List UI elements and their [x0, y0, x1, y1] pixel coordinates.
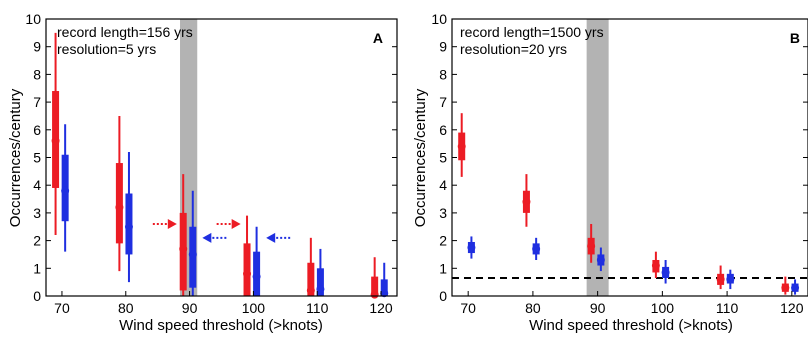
panel-b: 0 1 2 3 4 5 6 7 8 9 10 70 80 90 100 110 120 record lengt… — [412, 11, 808, 334]
panel-b-red-median-point-110 — [716, 275, 725, 284]
panel-a-label: A — [373, 30, 383, 46]
panel-a-x-tick-label-90: 90 — [182, 300, 198, 316]
panel-b-blue-median-point-120 — [791, 283, 800, 292]
panel-a-y-tick-label-10: 10 — [25, 11, 41, 27]
panel-a-annotation-2: resolution=5 yrs — [57, 41, 156, 57]
panel-b-blue-median-point-80 — [532, 244, 541, 253]
panel-b-y-tick-label-2: 2 — [439, 233, 447, 249]
panel-a-blue-median-point-120 — [380, 289, 389, 298]
panel-a-y-tick-label-6: 6 — [33, 122, 41, 138]
panel-b-y-tick-label-4: 4 — [439, 177, 447, 193]
panel-a-y-tick-label-4: 4 — [33, 177, 41, 193]
panel-a-y-tick-label-7: 7 — [33, 94, 41, 110]
panel-a-blue-box-120 — [380, 279, 388, 296]
panel-a-y-tick-label-8: 8 — [33, 66, 41, 82]
panel-b-red-median-point-100 — [651, 261, 660, 270]
panel-a-x-tick-label-70: 70 — [54, 300, 70, 316]
panel-a-x-tick-label-80: 80 — [118, 300, 134, 316]
panel-b-x-tick-label-70: 70 — [460, 300, 476, 316]
panel-a-blue-median-point-90 — [188, 250, 197, 259]
panel-a-red-box-100 — [243, 243, 251, 296]
panel-a-blue-median-point-100 — [252, 272, 261, 281]
panel-b-y-tick-label-7: 7 — [439, 94, 447, 110]
panel-b-y-tick-label-5: 5 — [439, 150, 447, 166]
panel-b-x-tick-label-80: 80 — [525, 300, 541, 316]
panel-b-y-tick-label-6: 6 — [439, 122, 447, 138]
panel-a-blue-arrow-head-4 — [266, 232, 276, 243]
panel-b-y-axis-label: Occurrences/century — [412, 88, 429, 227]
panel-b-y-tick-label-8: 8 — [439, 66, 447, 82]
panel-b-y-tick-label-3: 3 — [439, 205, 447, 221]
panel-b-blue-median-point-100 — [661, 268, 670, 277]
panel-a-red-median-point-120 — [370, 290, 379, 299]
panel-a-y-tick-label-3: 3 — [33, 205, 41, 221]
panel-b-red-median-point-70 — [457, 142, 466, 151]
panel-a-blue-arrow-head-2 — [202, 232, 212, 243]
panel-a-red-median-point-90 — [179, 244, 188, 253]
panel-b-blue-median-point-110 — [726, 275, 735, 284]
panel-a-x-axis-label: Wind speed threshold (>knots) — [119, 317, 323, 334]
panel-b-y-tick-label-9: 9 — [439, 39, 447, 55]
panel-a-red-median-point-70 — [51, 136, 60, 145]
panel-b-x-tick-label-120: 120 — [780, 300, 804, 316]
panel-a-axes-frame — [45, 18, 398, 297]
panel-b-x-tick-label-100: 100 — [651, 300, 675, 316]
panel-b-annotation-2: resolution=20 yrs — [460, 41, 567, 57]
panel-a-y-tick-label-5: 5 — [33, 150, 41, 166]
panel-b-label: B — [790, 30, 800, 46]
panel-a-blue-box-110 — [316, 268, 324, 296]
panel-a-plot-area: 0 1 2 3 4 5 6 7 8 9 10 70 80 90 100 110 120 — [25, 11, 398, 316]
panel-a-y-axis-label: Occurrences/century — [7, 88, 24, 227]
panel-a-red-box-110 — [307, 262, 315, 296]
panel-b-red-median-point-120 — [781, 283, 790, 292]
panel-a-blue-median-point-110 — [316, 285, 325, 294]
panel-a-red-box-80 — [115, 163, 123, 244]
panel-a-blue-median-point-80 — [124, 222, 133, 231]
panel-b-x-tick-label-110: 110 — [716, 300, 739, 316]
panel-b-annotation-1: record length=1500 yrs — [460, 24, 604, 40]
panel-b-red-median-point-80 — [522, 197, 531, 206]
panel-a-red-median-point-100 — [243, 269, 252, 278]
panel-b-x-axis-label: Wind speed threshold (>knots) — [529, 317, 733, 334]
panel-b-blue-median-point-70 — [467, 243, 476, 252]
panel-a-red-box-120 — [371, 276, 379, 296]
panel-a-y-tick-label-9: 9 — [33, 39, 41, 55]
panel-a-red-median-point-110 — [306, 286, 315, 295]
panel-a-red-arrow-head-3 — [231, 218, 241, 229]
panel-b-y-tick-label-1: 1 — [439, 260, 447, 276]
panel-a-x-tick-label-100: 100 — [242, 300, 266, 316]
panel-b-red-median-point-90 — [587, 242, 596, 251]
panel-b-plot-area: 0 1 2 3 4 5 6 7 8 9 10 70 80 90 100 110 120 — [431, 11, 808, 316]
panel-b-y-tick-label-0: 0 — [439, 288, 447, 304]
panel-a-y-tick-label-2: 2 — [33, 233, 41, 249]
panel-b-x-tick-label-90: 90 — [590, 300, 606, 316]
panel-a-red-arrow-head-1 — [167, 218, 177, 229]
panel-b-blue-median-point-90 — [596, 255, 605, 264]
panel-a-red-median-point-80 — [115, 203, 124, 212]
panel-b-axes-frame — [451, 18, 808, 297]
panel-a-x-tick-label-120: 120 — [369, 300, 393, 316]
panel-a-x-tick-label-110: 110 — [306, 300, 329, 316]
panel-a-y-tick-label-1: 1 — [33, 260, 41, 276]
panel-b-y-tick-label-10: 10 — [431, 11, 447, 27]
panel-a: 0 1 2 3 4 5 6 7 8 9 10 70 80 90 100 110 120 record lengt… — [7, 11, 398, 334]
panel-a-y-tick-label-0: 0 — [33, 288, 41, 304]
panel-a-annotation-1: record length=156 yrs — [57, 24, 193, 40]
panel-a-blue-median-point-70 — [61, 186, 70, 195]
